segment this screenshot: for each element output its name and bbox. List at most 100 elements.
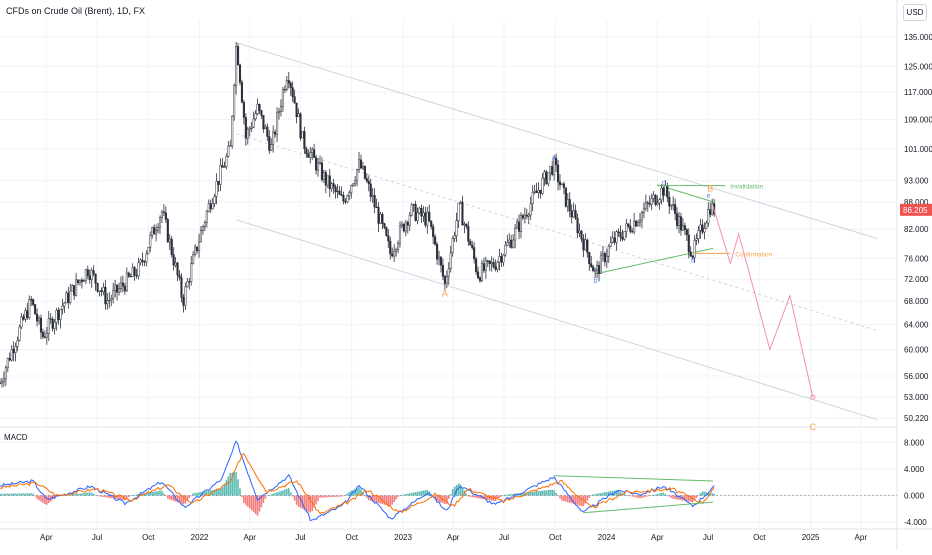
macd-histogram-bar xyxy=(192,493,194,496)
candle-body xyxy=(63,302,66,307)
candle-body xyxy=(607,246,610,257)
candle-body xyxy=(424,212,427,226)
candle-body xyxy=(574,210,577,219)
candle-body xyxy=(660,188,663,201)
macd-histogram-bar xyxy=(389,495,392,507)
macd-histogram-bar xyxy=(129,495,132,497)
macd-histogram-bar xyxy=(377,495,380,503)
macd-histogram-bar xyxy=(426,489,429,496)
candle-body xyxy=(541,178,544,194)
macd-histogram-bar xyxy=(319,495,321,498)
macd-histogram-bar xyxy=(629,495,632,497)
candle-body xyxy=(510,239,513,248)
macd-histogram-bar xyxy=(641,495,643,498)
candle-body xyxy=(523,214,526,219)
macd-histogram-bar xyxy=(270,494,273,496)
macd-histogram-bar xyxy=(383,495,386,505)
candle-body xyxy=(178,274,181,278)
macd-histogram-bar xyxy=(221,487,224,496)
macd-histogram-bar xyxy=(188,495,191,499)
candle-body xyxy=(328,175,331,190)
candle-body xyxy=(182,297,185,306)
candle-body xyxy=(320,162,323,180)
macd-histogram-bar xyxy=(38,495,40,501)
candle-body xyxy=(689,251,692,257)
macd-title: MACD xyxy=(4,433,28,442)
x-tick-label: Oct xyxy=(142,533,155,542)
macd-histogram-bar xyxy=(358,487,360,496)
candle-body xyxy=(133,267,136,276)
macd-histogram-bar xyxy=(652,494,655,496)
candle-body xyxy=(318,162,322,164)
macd-histogram-bar xyxy=(22,493,25,496)
candle-body xyxy=(316,162,320,171)
candle-body xyxy=(145,253,148,263)
currency-button[interactable]: USD xyxy=(903,4,927,21)
macd-histogram-bar xyxy=(537,491,540,496)
candle-body xyxy=(391,253,394,257)
macd-histogram-bar xyxy=(407,493,409,496)
macd-histogram-bar xyxy=(674,495,676,500)
macd-histogram-bar xyxy=(697,495,700,496)
macd-histogram-bar xyxy=(332,495,335,497)
candle-body xyxy=(664,185,667,196)
candle-body xyxy=(681,225,684,231)
macd-histogram-bar xyxy=(241,495,243,498)
macd-histogram-bar xyxy=(496,495,499,500)
macd-histogram-bar xyxy=(676,495,678,500)
candle-body xyxy=(258,103,261,111)
macd-histogram-bar xyxy=(266,495,269,497)
candle-body xyxy=(22,316,25,320)
candle-body xyxy=(517,221,521,232)
macd-histogram-bar xyxy=(416,491,419,496)
macd-histogram-bar xyxy=(53,495,56,499)
candle-body xyxy=(408,215,411,226)
macd-histogram-bar xyxy=(648,495,651,497)
macd-histogram-bar xyxy=(14,493,17,496)
macd-histogram-bar xyxy=(90,492,93,496)
candle-body xyxy=(375,206,378,208)
macd-histogram-bar xyxy=(600,493,602,496)
y-tick-label: 135.000 xyxy=(904,33,932,42)
macd-histogram-bar xyxy=(248,495,251,509)
candle-body xyxy=(153,227,156,235)
candle-body xyxy=(617,231,620,233)
macd-histogram-bar xyxy=(87,492,89,496)
candle-body xyxy=(625,223,628,232)
candle-body xyxy=(160,211,164,218)
candle-body xyxy=(465,223,468,227)
macd-histogram-bar xyxy=(643,495,645,498)
candle-body xyxy=(535,190,538,193)
macd-histogram-bar xyxy=(307,495,310,512)
macd-histogram-bar xyxy=(69,494,72,496)
macd-histogram-bar xyxy=(159,490,161,496)
candle-body xyxy=(525,214,528,217)
macd-histogram-bar xyxy=(705,492,708,496)
macd-histogram-bar xyxy=(668,495,671,497)
macd-histogram-bar xyxy=(135,494,138,496)
candle-body xyxy=(260,110,263,116)
candle-body xyxy=(203,222,206,227)
candle-body xyxy=(291,87,294,97)
macd-histogram-bar xyxy=(278,491,280,496)
wave-label-B: B xyxy=(707,183,713,193)
candle-body xyxy=(644,202,647,210)
candle-body xyxy=(516,221,519,229)
candle-body xyxy=(219,165,222,185)
candle-body xyxy=(623,231,626,240)
candle-body xyxy=(176,262,179,276)
macd-histogram-bar xyxy=(289,492,292,496)
candle-body xyxy=(34,304,37,315)
macd-histogram-bar xyxy=(658,493,661,496)
candle-body xyxy=(434,236,437,245)
macd-histogram-bar xyxy=(110,495,113,499)
macd-histogram-bar xyxy=(233,472,235,496)
candle-body xyxy=(672,204,675,206)
macd-histogram-bar xyxy=(198,492,200,496)
candle-body xyxy=(492,262,495,268)
macd-histogram-bar xyxy=(227,476,230,496)
y-tick-label: 64.000 xyxy=(904,321,929,330)
candle-body xyxy=(638,219,642,223)
triangle-lower-line xyxy=(595,247,714,275)
